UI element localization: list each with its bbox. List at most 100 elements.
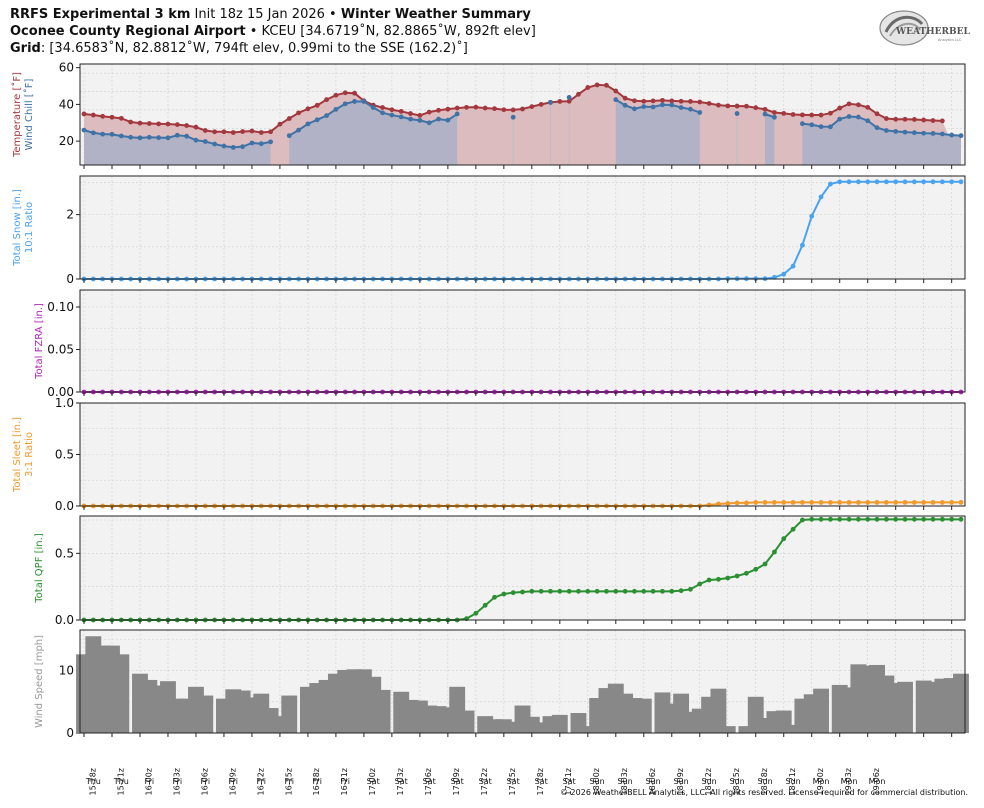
- wind-chill-fill: [802, 116, 961, 165]
- total-qpf-point: [548, 588, 553, 594]
- y-axis-label: Total FZRA [in.]: [34, 303, 45, 380]
- total-qpf-point: [716, 576, 721, 582]
- temperature-point: [520, 106, 525, 112]
- temperature-point: [744, 103, 749, 109]
- grid-info: : [34.6583˚N, 82.8812˚W, 794ft elev, 0.9…: [40, 41, 468, 56]
- temperature-point: [790, 112, 796, 117]
- weatherbell-logo: WEATHERBELL Analytics LLC: [879, 10, 970, 46]
- x-tick-label: 16-06z: [200, 768, 209, 795]
- total-snow-point: [883, 179, 889, 185]
- y-tick-label: 0.05: [47, 343, 74, 357]
- wind-bar: [738, 726, 755, 733]
- total-qpf-point: [744, 570, 749, 576]
- wind-chill-point: [566, 95, 572, 100]
- day-label: Sat: [451, 777, 464, 786]
- y-axis-label: 10:1 Ratio: [24, 202, 35, 253]
- wind-chill-point: [660, 102, 665, 108]
- temperature-point: [156, 121, 162, 127]
- copyright-notice: © 2026 WeatherBELL Analytics, LLC. All r…: [560, 788, 968, 797]
- wind-chill-point: [641, 104, 647, 110]
- total-snow-point: [930, 179, 936, 185]
- panel-background: [80, 516, 965, 620]
- day-label: Sat: [367, 777, 380, 786]
- wind-bar: [710, 688, 727, 733]
- total-qpf-point: [865, 516, 871, 522]
- total-qpf-point: [781, 536, 787, 542]
- title-line-2: Oconee County Regional Airport • KCEU [3…: [10, 23, 870, 40]
- temperature-point: [221, 129, 227, 135]
- temperature-point: [939, 118, 945, 124]
- total-sleet-point: [865, 499, 871, 505]
- wind-chill-point: [762, 111, 768, 117]
- wind-chill-point: [380, 110, 385, 116]
- temperature-point: [454, 105, 460, 111]
- wind-bar: [458, 710, 475, 733]
- wind-bar: [505, 721, 522, 733]
- total-qpf-point: [641, 588, 647, 594]
- wind-chill-fill: [289, 101, 458, 165]
- total-qpf-point: [911, 516, 917, 522]
- day-label: Sat: [535, 777, 548, 786]
- temperature-point: [426, 109, 432, 115]
- wind-chill-point: [632, 106, 637, 112]
- wind-bar: [579, 726, 596, 733]
- temperature-point: [193, 124, 199, 130]
- total-sleet-point: [846, 499, 852, 505]
- temperature-point: [799, 112, 805, 118]
- day-label: Mon: [869, 777, 886, 786]
- temperature-point: [230, 130, 236, 135]
- wind-bar: [635, 698, 652, 733]
- title-line-3: Grid: [34.6583˚N, 82.8812˚W, 794ft elev,…: [10, 40, 870, 57]
- total-qpf-point: [529, 588, 535, 594]
- total-qpf-point: [958, 516, 964, 522]
- temperature-point: [277, 121, 283, 127]
- temperature-point: [855, 102, 861, 108]
- station-info: • KCEU [34.6719˚N, 82.8865˚W, 892ft elev…: [245, 24, 536, 39]
- wind-chill-point: [930, 131, 936, 136]
- temperature-point: [90, 112, 96, 118]
- wind-chill-point: [221, 143, 227, 149]
- wind-chill-point: [846, 114, 852, 119]
- total-sleet-point: [744, 500, 749, 506]
- total-qpf-point: [538, 588, 544, 594]
- temperature-point: [669, 98, 675, 104]
- temperature-point: [389, 107, 395, 113]
- panel-frame: [79, 402, 966, 507]
- wind-chill-point: [809, 122, 815, 128]
- total-qpf-point: [557, 588, 563, 594]
- x-tick-label: 16-03z: [172, 768, 181, 795]
- grid-label: Grid: [10, 41, 41, 56]
- total-qpf-point: [632, 588, 637, 594]
- day-label: Fri: [340, 777, 350, 786]
- total-qpf-point: [473, 610, 479, 616]
- total-sleet-point: [902, 499, 908, 505]
- day-label: Sun: [673, 777, 688, 786]
- temperature-point: [268, 129, 273, 135]
- total-sleet-point: [818, 499, 824, 505]
- y-tick-label: 0: [66, 272, 74, 286]
- wind-chill-point: [921, 130, 927, 136]
- total-sleet-point: [939, 499, 945, 505]
- y-axis-label: Total Sleet [in.]: [12, 417, 23, 493]
- temperature-point: [174, 122, 180, 127]
- temperature-point: [137, 120, 143, 126]
- y-tick-label: 60: [59, 61, 74, 75]
- wind-chill-point: [333, 106, 339, 112]
- total-sleet-point: [716, 501, 721, 507]
- panel-4: 0.0 0.5 Total QPF [in.]: [34, 515, 966, 627]
- temperature-point: [464, 104, 469, 110]
- total-qpf-point: [949, 516, 955, 522]
- wind-chill-line: [615, 98, 701, 114]
- total-qpf-point: [622, 588, 628, 594]
- total-qpf-point: [772, 549, 777, 555]
- wind-chill-point: [81, 127, 87, 133]
- temperature-point: [286, 116, 292, 121]
- total-sleet-point: [799, 499, 805, 505]
- temperature-point: [660, 97, 665, 103]
- wind-chill-point: [156, 135, 162, 141]
- y-tick-label: 0.10: [47, 300, 74, 314]
- wind-chill-point: [799, 121, 805, 127]
- temperature-point: [510, 107, 516, 113]
- total-sleet-point: [734, 500, 740, 506]
- wind-chill-point: [361, 99, 367, 104]
